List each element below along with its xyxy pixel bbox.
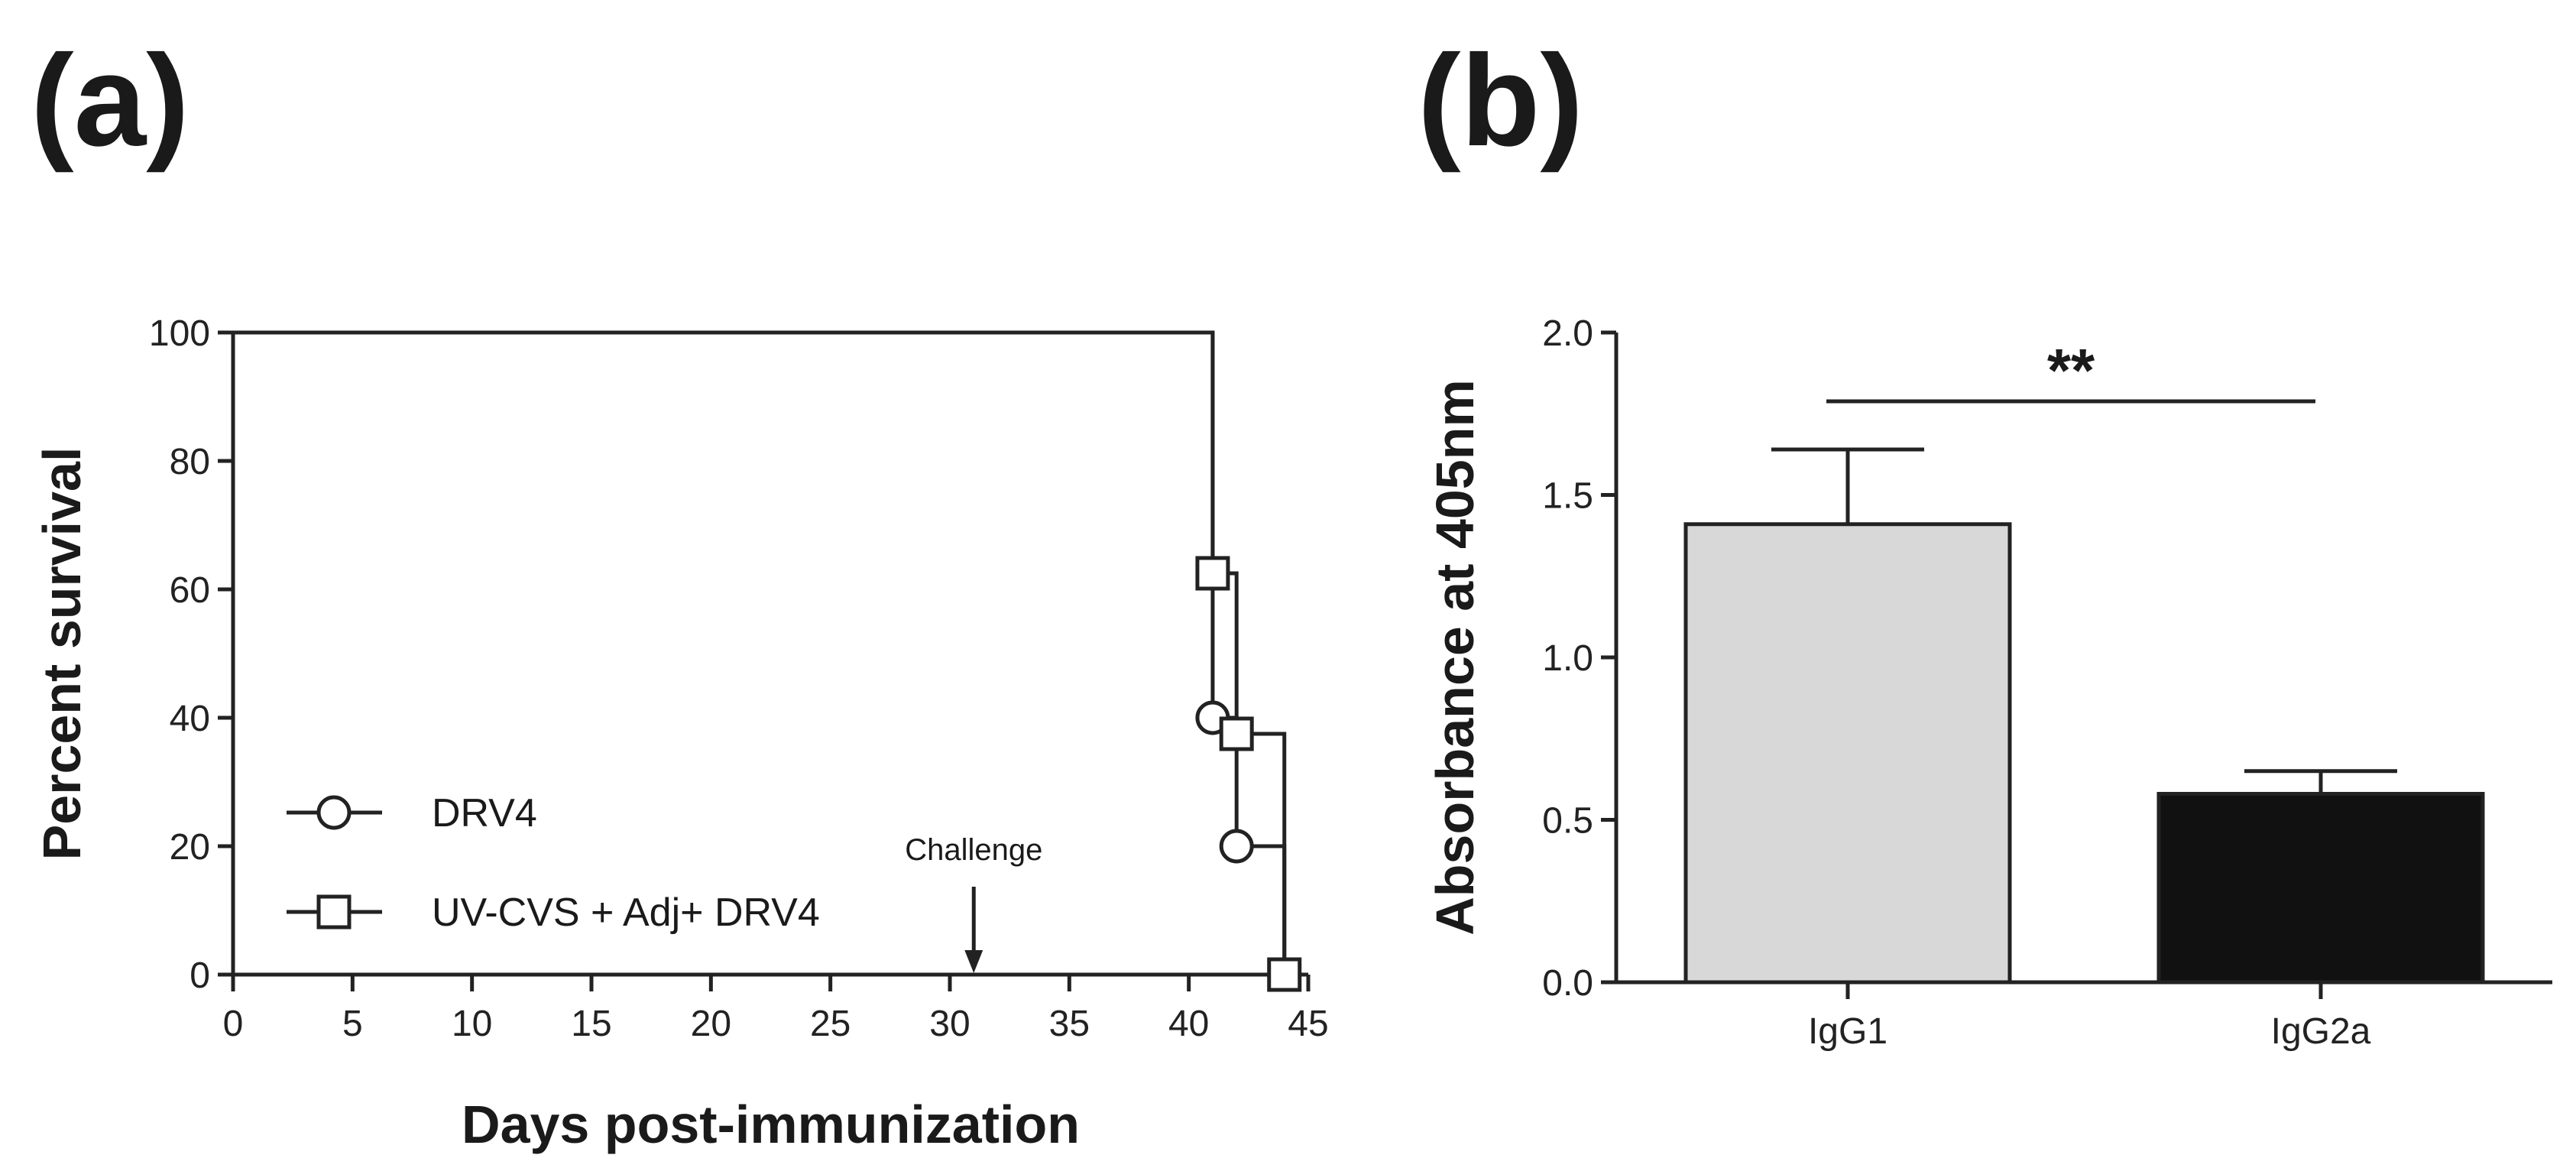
panel-label-a: (a) bbox=[31, 28, 190, 174]
y-tick-label: 0 bbox=[190, 955, 210, 996]
data-point-square bbox=[1195, 556, 1230, 591]
survival-chart: 0 20 40 60 80 100 0 5 10 15 20 25 30 35 40 45 Days post-… bbox=[32, 313, 1329, 1154]
x-axis-title: Days post-immunization bbox=[462, 1095, 1080, 1154]
legend-label: UV-CVS + Adj+ DRV4 bbox=[432, 891, 820, 935]
x-tick-label: 10 bbox=[452, 1004, 492, 1044]
x-tick-label: 30 bbox=[929, 1004, 970, 1044]
x-tick-label: 35 bbox=[1049, 1004, 1090, 1044]
x-tick-label: 15 bbox=[571, 1004, 611, 1044]
panel-label-b: (b) bbox=[1418, 28, 1583, 174]
x-tick-label: 25 bbox=[810, 1004, 851, 1044]
x-tick-label: IgG2a bbox=[2271, 1011, 2371, 1052]
bar-igg2a bbox=[2156, 792, 2485, 985]
y-tick-label: 2.0 bbox=[1542, 313, 1593, 354]
y-axis-title: Percent survival bbox=[32, 447, 92, 861]
x-tick-label: 0 bbox=[223, 1004, 244, 1044]
legend-marker-circle bbox=[316, 795, 352, 830]
legend-marker-square bbox=[316, 894, 352, 930]
legend-label: DRV4 bbox=[432, 791, 537, 835]
survival-curve-square bbox=[233, 330, 1287, 975]
y-tick-label: 20 bbox=[170, 827, 210, 868]
y-tick-label: 0.0 bbox=[1542, 963, 1593, 1004]
data-point-square bbox=[1219, 716, 1254, 751]
data-point-circle bbox=[1219, 829, 1254, 864]
bar-igg1 bbox=[1683, 522, 2012, 985]
y-tick-label: 60 bbox=[170, 570, 210, 611]
absorbance-bar-chart: 0.0 0.5 1.0 1.5 2.0 Absorbance at 405nm IgG1 Ig… bbox=[1425, 313, 2552, 1052]
y-tick-label: 1.0 bbox=[1542, 638, 1593, 679]
y-tick-label: 1.5 bbox=[1542, 476, 1593, 517]
significance-label: ** bbox=[2047, 336, 2095, 404]
y-tick-label: 100 bbox=[149, 313, 210, 354]
y-axis-title: Absorbance at 405nm bbox=[1425, 379, 1485, 935]
x-tick-label: 20 bbox=[691, 1004, 731, 1044]
challenge-arrow-head bbox=[964, 950, 983, 973]
x-tick-label: 5 bbox=[342, 1004, 363, 1044]
x-tick-label: IgG1 bbox=[1808, 1011, 1887, 1052]
data-point-square bbox=[1267, 957, 1302, 992]
challenge-label: Challenge bbox=[905, 833, 1042, 867]
x-tick-label: 40 bbox=[1168, 1004, 1209, 1044]
y-tick-label: 80 bbox=[170, 442, 210, 482]
y-tick-label: 40 bbox=[170, 699, 210, 739]
x-tick-label: 45 bbox=[1288, 1004, 1328, 1044]
y-tick-label: 0.5 bbox=[1542, 801, 1593, 842]
survival-curve-circle bbox=[233, 330, 1287, 975]
